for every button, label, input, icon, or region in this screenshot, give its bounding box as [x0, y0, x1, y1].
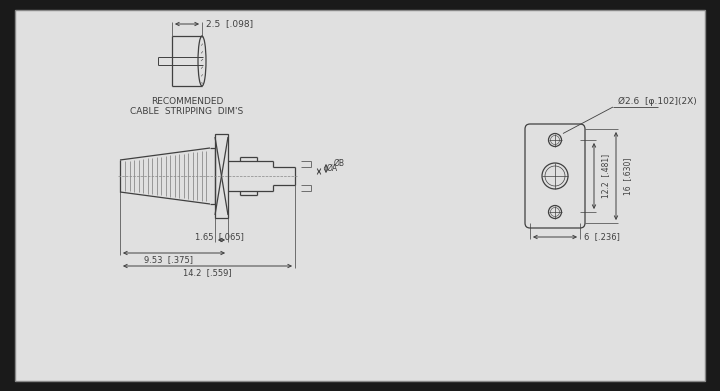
- Text: 2.5  [.098]: 2.5 [.098]: [207, 20, 253, 29]
- Text: ØB: ØB: [334, 159, 345, 168]
- Text: Ø2.6  [φ.102](2X): Ø2.6 [φ.102](2X): [618, 97, 697, 106]
- Text: 9.53  [.375]: 9.53 [.375]: [145, 255, 194, 264]
- Text: 12.2  [.481]: 12.2 [.481]: [601, 154, 611, 198]
- Text: 14.2  [.559]: 14.2 [.559]: [183, 269, 232, 278]
- Text: RECOMMENDED: RECOMMENDED: [150, 97, 223, 106]
- Text: CABLE  STRIPPING  DIM'S: CABLE STRIPPING DIM'S: [130, 108, 243, 117]
- Bar: [215, 134, 228, 218]
- Text: 6  [.236]: 6 [.236]: [584, 233, 620, 242]
- Text: 16  [.630]: 16 [.630]: [624, 157, 632, 195]
- Text: ØA: ØA: [327, 164, 338, 173]
- Text: 1.65  [.065]: 1.65 [.065]: [195, 233, 244, 242]
